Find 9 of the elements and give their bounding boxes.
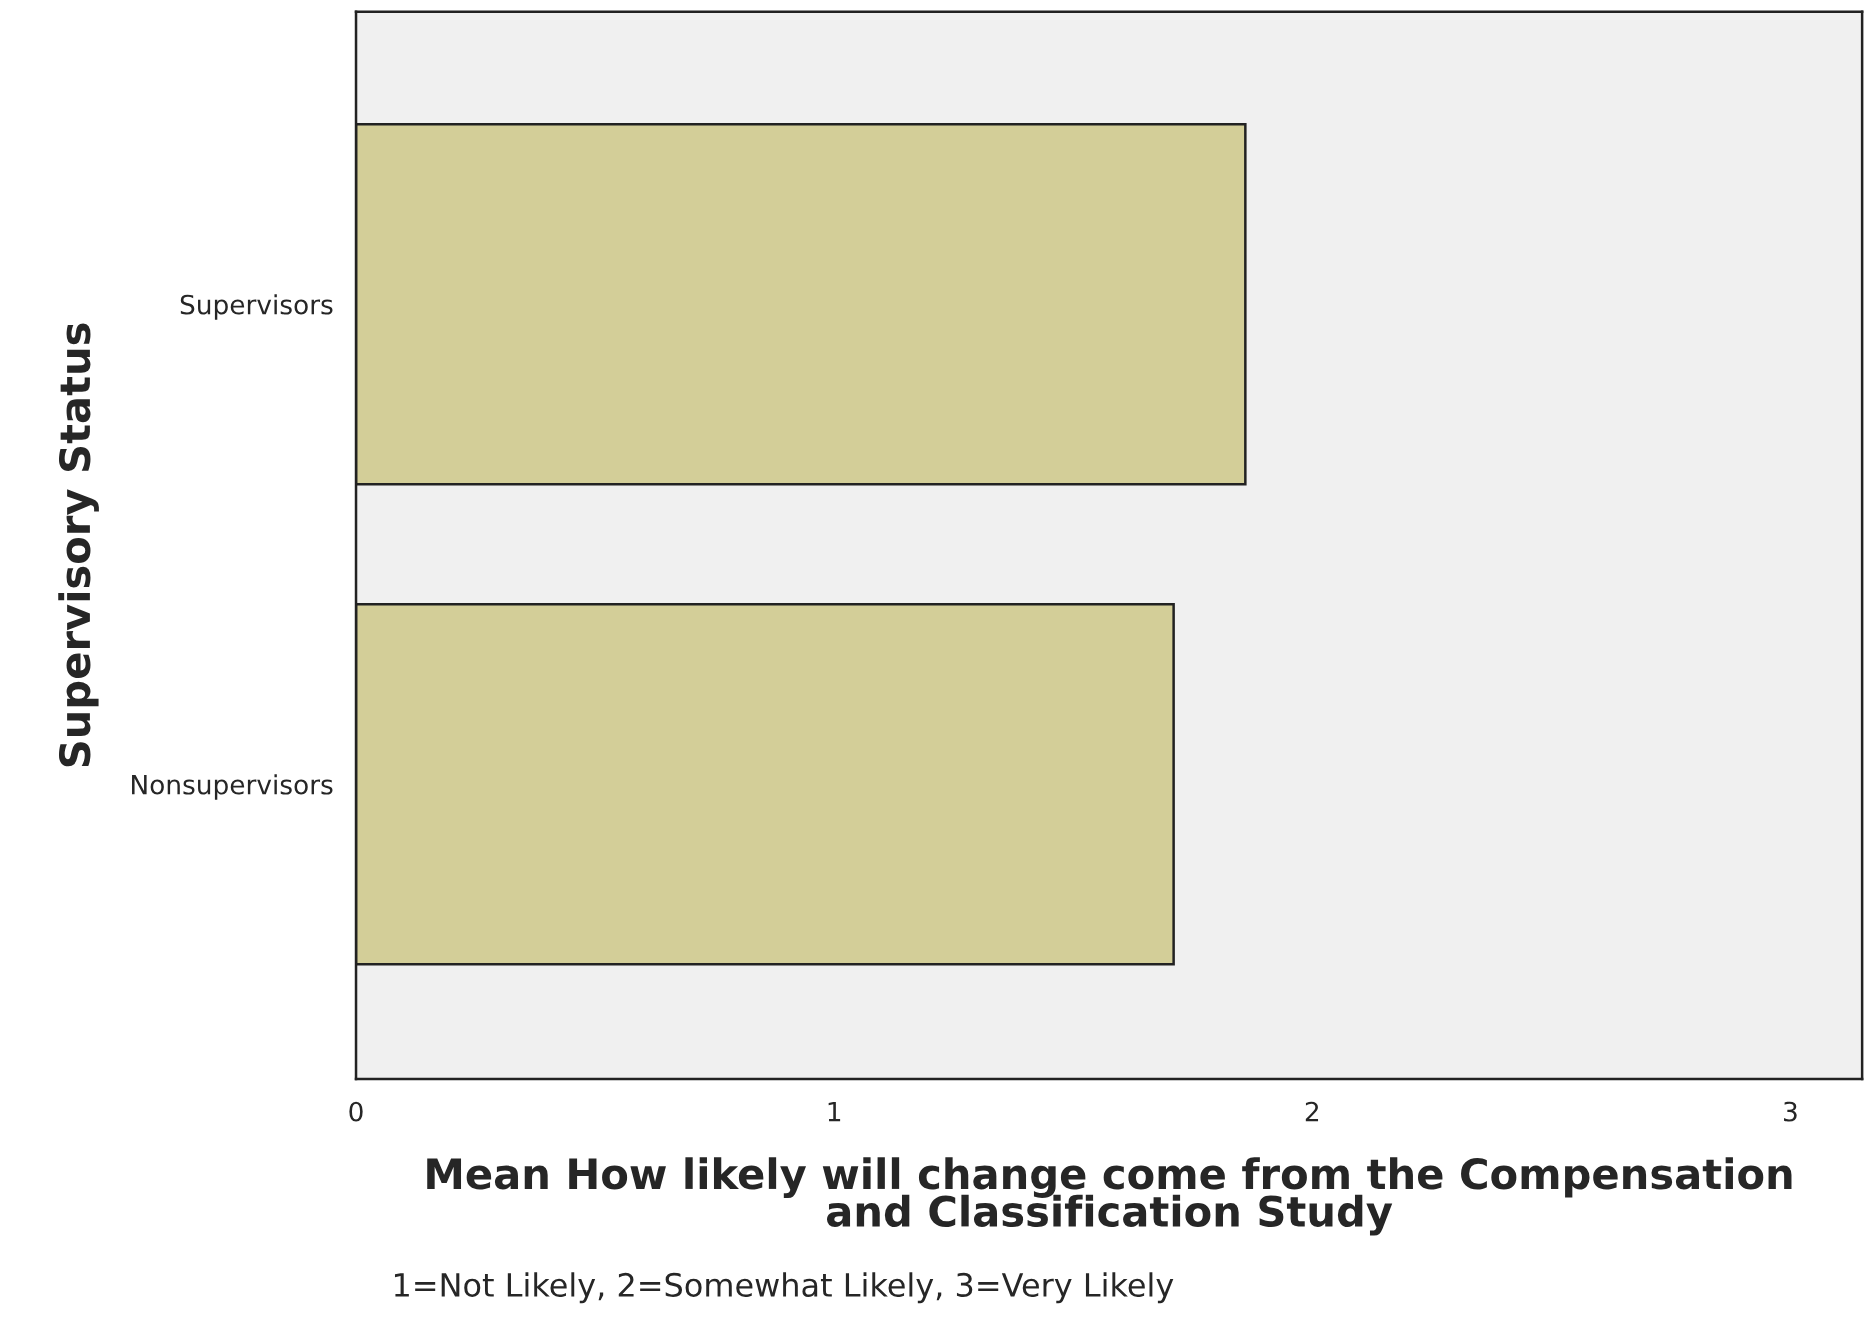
y-axis-title: Supervisory Status	[58, 323, 99, 767]
text: 1=Not Likely, 2=Somewhat Likely, 3=Very Likely	[394, 1272, 1174, 1304]
y-tick-label: Nonsupervisors	[132, 774, 333, 800]
x-tick-label: 3	[1784, 1101, 1797, 1122]
x-axis-title: Mean How likely will change come from the Compensation and Classification Study	[427, 1157, 1792, 1236]
x-tick-label: 1	[828, 1101, 841, 1122]
x-tick-label: 0	[349, 1101, 363, 1122]
y-tick-label: Supervisors	[180, 294, 333, 320]
x-tick-label: 2	[1305, 1101, 1319, 1122]
